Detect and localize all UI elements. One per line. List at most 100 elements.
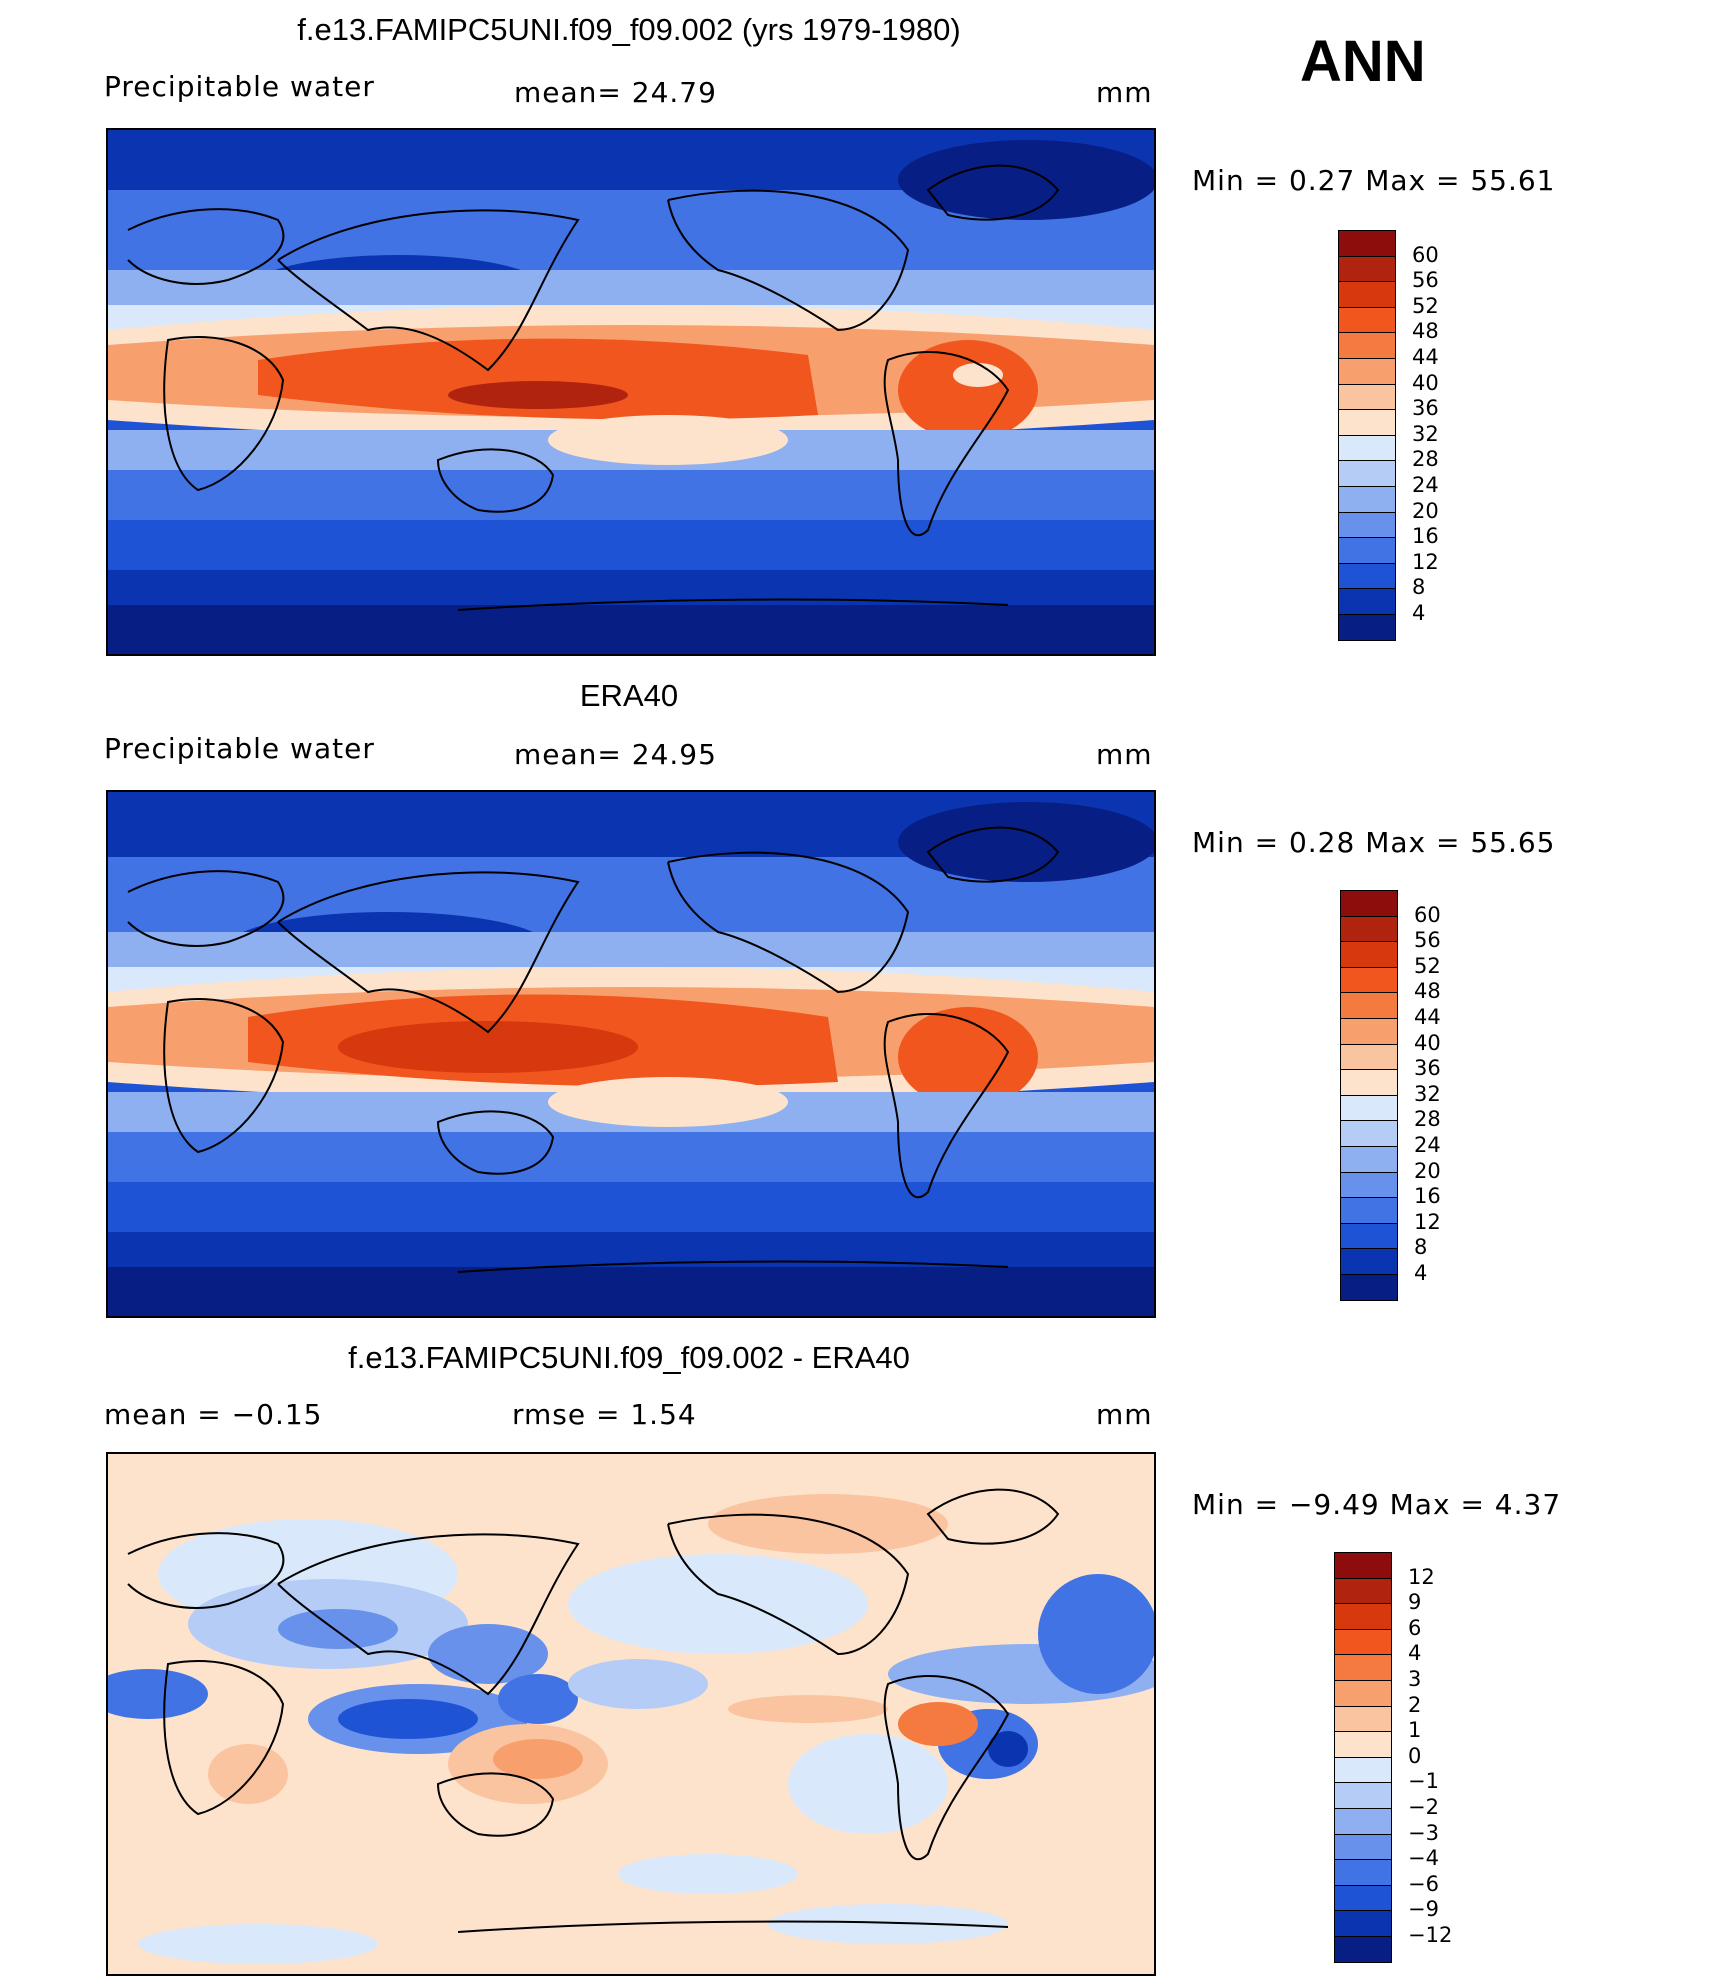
colorbar-label: 60 bbox=[1412, 242, 1439, 267]
colorbar-swatch bbox=[1338, 409, 1396, 436]
colorbar-label: 1 bbox=[1408, 1718, 1422, 1743]
colorbar-swatch bbox=[1338, 332, 1396, 359]
colorbar-label: 4 bbox=[1408, 1641, 1422, 1666]
colorbar-label: 16 bbox=[1412, 524, 1439, 549]
colorbar-swatch bbox=[1338, 306, 1396, 334]
colorbar-label: −12 bbox=[1408, 1923, 1453, 1947]
colorbar-swatch bbox=[1340, 1222, 1398, 1250]
colorbar-label: 44 bbox=[1412, 345, 1439, 369]
colorbar-swatch bbox=[1334, 1808, 1392, 1835]
colorbar-swatch bbox=[1338, 358, 1396, 385]
colorbar-label: −1 bbox=[1408, 1769, 1439, 1794]
colorbar-label: 48 bbox=[1412, 319, 1439, 344]
colorbar-swatch bbox=[1340, 1146, 1398, 1173]
colorbar-swatch bbox=[1334, 1705, 1392, 1733]
panel-2-units-label: mm bbox=[1096, 738, 1153, 771]
colorbar-swatch bbox=[1338, 511, 1396, 539]
colorbar-label: 28 bbox=[1412, 447, 1439, 472]
colorbar-swatch bbox=[1340, 1069, 1398, 1096]
colorbar-label: −9 bbox=[1408, 1897, 1439, 1922]
colorbar-swatch bbox=[1340, 1197, 1398, 1224]
colorbar-swatch bbox=[1334, 1910, 1392, 1937]
colorbar-swatch bbox=[1338, 281, 1396, 308]
panel-2-variable-label: Precipitable water bbox=[104, 732, 375, 765]
colorbar-label: 24 bbox=[1414, 1133, 1441, 1157]
colorbar-label: 56 bbox=[1412, 268, 1439, 293]
colorbar-swatch bbox=[1338, 588, 1396, 615]
colorbar-swatch bbox=[1340, 1171, 1398, 1199]
colorbar-swatch bbox=[1334, 1654, 1392, 1681]
panel-2-map bbox=[106, 790, 1156, 1318]
season-label: ANN bbox=[1300, 29, 1426, 94]
colorbar-swatch bbox=[1334, 1552, 1392, 1579]
colorbar-label: 20 bbox=[1412, 498, 1439, 523]
panel-3-field bbox=[108, 1454, 1154, 1974]
colorbar-label: 60 bbox=[1414, 902, 1441, 927]
panel-1-units-label: mm bbox=[1096, 76, 1153, 109]
colorbar-swatch bbox=[1334, 1577, 1392, 1605]
panel-1-min-max: Min = 0.27 Max = 55.61 bbox=[1192, 164, 1556, 197]
panel-3-map bbox=[106, 1452, 1156, 1976]
colorbar-swatch bbox=[1338, 230, 1396, 257]
colorbar-swatch bbox=[1340, 915, 1398, 943]
panel-1-title: f.e13.FAMIPC5UNI.f09_f09.002 (yrs 1979-1… bbox=[297, 12, 961, 47]
colorbar-swatch bbox=[1334, 1628, 1392, 1656]
colorbar-swatch bbox=[1338, 614, 1396, 641]
colorbar-swatch bbox=[1334, 1859, 1392, 1886]
colorbar-label: 20 bbox=[1414, 1158, 1441, 1183]
colorbar-swatch bbox=[1338, 562, 1396, 590]
colorbar-swatch bbox=[1338, 434, 1396, 462]
colorbar-label: 40 bbox=[1412, 370, 1439, 395]
colorbar-swatch bbox=[1338, 460, 1396, 487]
colorbar-swatch bbox=[1334, 1884, 1392, 1912]
panel-2-field bbox=[108, 792, 1154, 1316]
colorbar-swatch bbox=[1334, 1603, 1392, 1630]
panel-3-units-label: mm bbox=[1096, 1398, 1153, 1431]
panel-1-variable-label: Precipitable water bbox=[104, 70, 375, 103]
panel-3-min-max: Min = −9.49 Max = 4.37 bbox=[1192, 1488, 1562, 1521]
colorbar-label: 36 bbox=[1412, 396, 1439, 421]
colorbar-label: 8 bbox=[1414, 1235, 1428, 1260]
colorbar-swatch bbox=[1340, 890, 1398, 917]
colorbar-label: 24 bbox=[1412, 473, 1439, 497]
colorbar-swatch bbox=[1334, 1680, 1392, 1707]
colorbar-swatch bbox=[1334, 1936, 1392, 1963]
panel-1-field bbox=[108, 130, 1154, 654]
colorbar-label: 12 bbox=[1414, 1209, 1441, 1234]
colorbar-label: 6 bbox=[1408, 1615, 1422, 1640]
panel-2-title: ERA40 bbox=[579, 678, 679, 713]
colorbar-swatch bbox=[1340, 1094, 1398, 1122]
colorbar-label: 4 bbox=[1414, 1261, 1428, 1285]
colorbar-label: 28 bbox=[1414, 1107, 1441, 1132]
colorbar-label: 3 bbox=[1408, 1667, 1422, 1691]
colorbar-swatch bbox=[1340, 1043, 1398, 1071]
colorbar-swatch bbox=[1340, 1120, 1398, 1147]
panel-1-mean-label: mean= 24.79 bbox=[514, 76, 717, 109]
colorbar-swatch bbox=[1338, 537, 1396, 564]
panel-2-mean-label: mean= 24.95 bbox=[514, 738, 717, 771]
panel-1-map bbox=[106, 128, 1156, 656]
colorbar-swatch bbox=[1338, 383, 1396, 411]
colorbar-swatch bbox=[1338, 486, 1396, 513]
colorbar-swatch bbox=[1334, 1756, 1392, 1784]
panel-3-mean-label: mean = −0.15 bbox=[104, 1398, 323, 1431]
colorbar-label: 36 bbox=[1414, 1056, 1441, 1081]
colorbar-label: 52 bbox=[1414, 953, 1441, 978]
colorbar-label: −4 bbox=[1408, 1846, 1439, 1871]
colorbar-label: 56 bbox=[1414, 928, 1441, 953]
colorbar-label: −2 bbox=[1408, 1795, 1439, 1819]
colorbar-label: 32 bbox=[1414, 1081, 1441, 1106]
colorbar-swatch bbox=[1340, 1248, 1398, 1275]
panel-3-title: f.e13.FAMIPC5UNI.f09_f09.002 - ERA40 bbox=[348, 1340, 910, 1375]
colorbar-label: 48 bbox=[1414, 979, 1441, 1004]
colorbar-label: −6 bbox=[1408, 1871, 1439, 1896]
colorbar-label: 12 bbox=[1408, 1564, 1435, 1589]
colorbar-label: 44 bbox=[1414, 1005, 1441, 1029]
colorbar-swatch bbox=[1334, 1731, 1392, 1758]
colorbar-swatch bbox=[1340, 966, 1398, 994]
panel-3-rmse-label: rmse = 1.54 bbox=[512, 1398, 697, 1431]
colorbar-swatch bbox=[1340, 992, 1398, 1019]
colorbar-label: 2 bbox=[1408, 1692, 1422, 1717]
colorbar-swatch bbox=[1334, 1782, 1392, 1809]
colorbar-label: 12 bbox=[1412, 549, 1439, 574]
